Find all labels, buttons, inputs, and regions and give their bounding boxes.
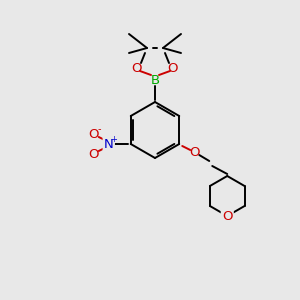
Text: O: O [168,61,178,74]
Text: O: O [88,148,99,160]
Text: B: B [150,74,160,86]
Text: O: O [132,61,142,74]
Text: O: O [189,146,200,158]
Text: O: O [222,209,232,223]
Text: +: + [110,134,117,143]
Text: N: N [104,137,114,151]
Text: -: - [98,124,101,134]
Text: O: O [88,128,99,140]
